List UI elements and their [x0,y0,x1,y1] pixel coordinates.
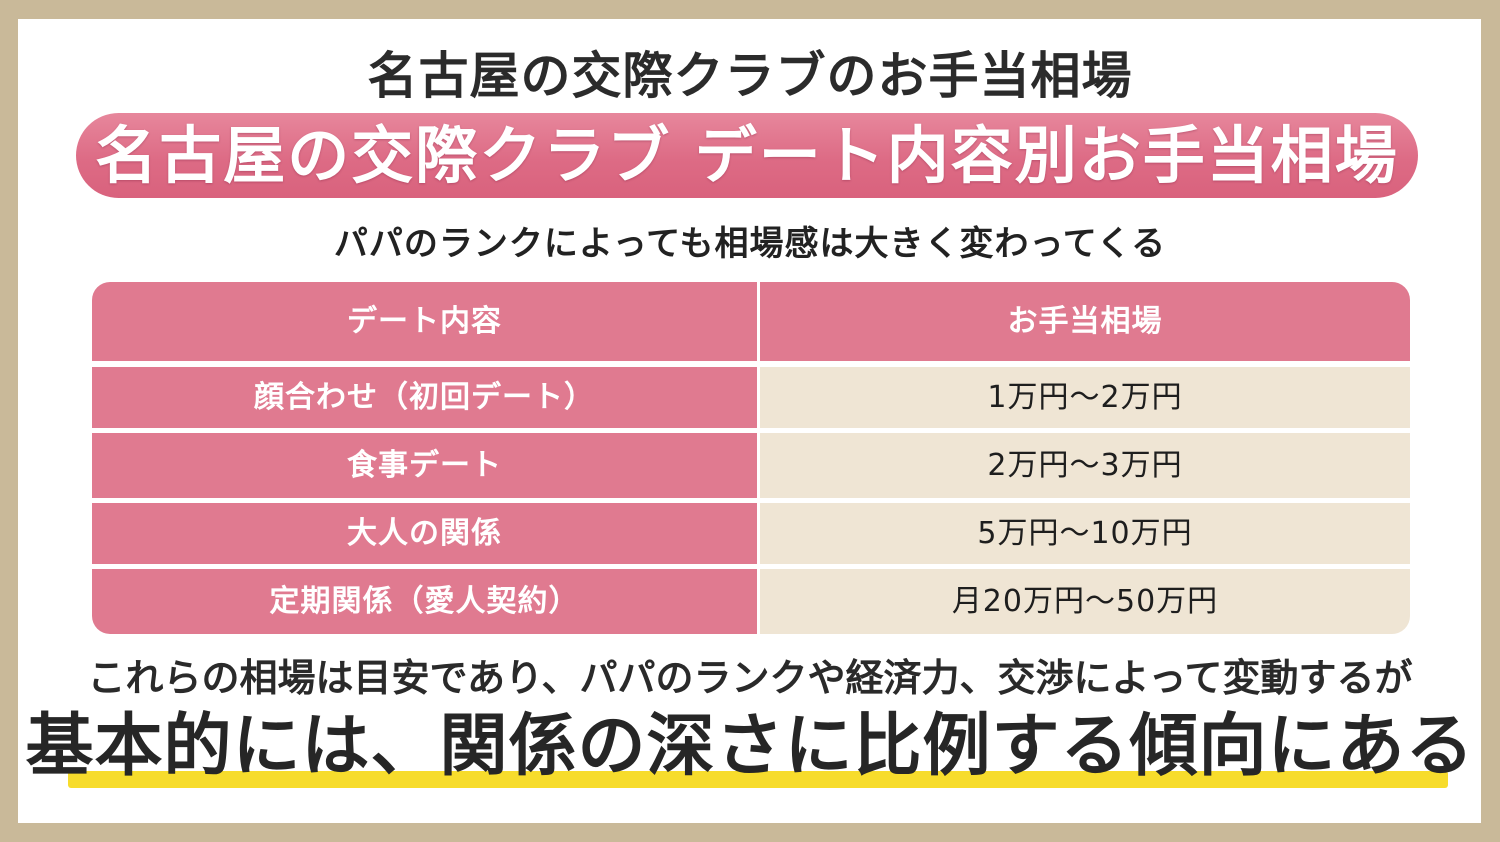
table-row: 定期関係（愛人契約） 月20万円〜50万円 [92,569,1410,634]
cell-date-type: 大人の関係 [92,503,757,564]
cell-allowance: 1万円〜2万円 [760,367,1410,428]
banner-title: 名古屋の交際クラブ デート内容別お手当相場 [95,118,1399,192]
cell-date-type: 定期関係（愛人契約） [92,569,757,634]
table-row: 大人の関係 5万円〜10万円 [92,503,1410,564]
note-text: これらの相場は目安であり、パパのランクや経済力、交渉によって変動するが [87,656,1413,700]
main-title: 名古屋の交際クラブのお手当相場 [367,47,1133,105]
cell-date-type: 顔合わせ（初回デート） [92,367,757,428]
title-banner: 名古屋の交際クラブ デート内容別お手当相場 [76,113,1418,198]
cell-allowance: 5万円〜10万円 [760,503,1410,564]
cell-allowance: 2万円〜3万円 [760,433,1410,498]
cell-date-type: 食事デート [92,433,757,498]
conclusion-text: 基本的には、関係の深さに比例する傾向にある [25,707,1475,786]
header-date-type: デート内容 [92,282,757,361]
subtitle: パパのランクによっても相場感は大きく変わってくる [333,224,1167,264]
cell-allowance: 月20万円〜50万円 [760,569,1410,634]
table-header-row: デート内容 お手当相場 [92,282,1410,361]
table-row: 食事デート 2万円〜3万円 [92,433,1410,498]
header-allowance: お手当相場 [760,282,1410,361]
allowance-table: デート内容 お手当相場 顔合わせ（初回デート） 1万円〜2万円 食事デート 2万… [92,282,1410,634]
table-row: 顔合わせ（初回デート） 1万円〜2万円 [92,367,1410,428]
yellow-highlight [68,771,1448,788]
